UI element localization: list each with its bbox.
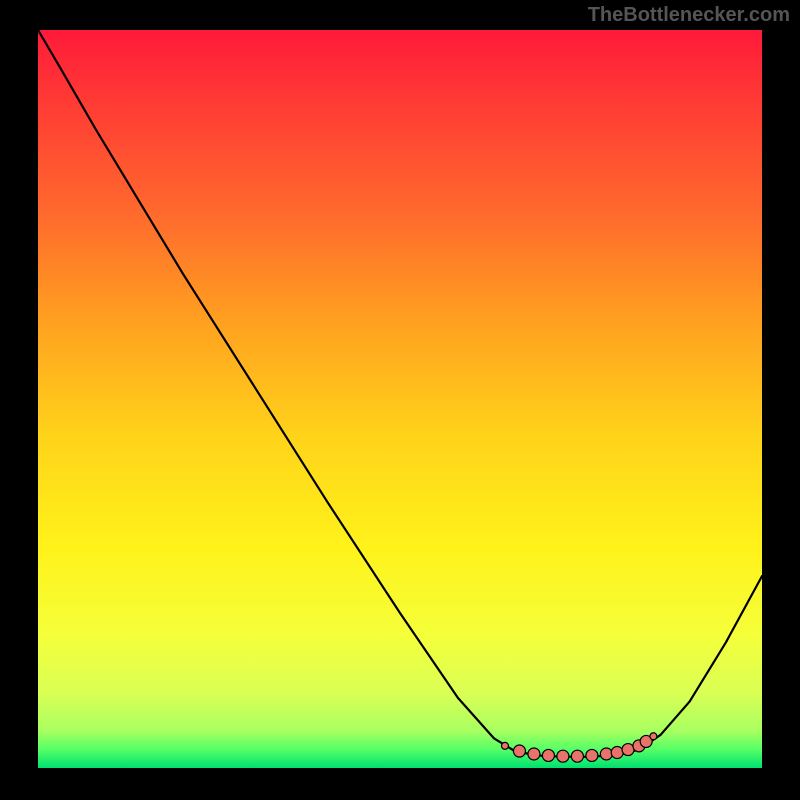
marker-dot [513, 745, 525, 757]
marker-dot [542, 749, 554, 761]
marker-dot [571, 750, 583, 762]
plot-area [38, 30, 762, 768]
marker-dot [650, 733, 657, 740]
marker-dot [528, 748, 540, 760]
marker-dot [611, 747, 623, 759]
marker-dot [600, 748, 612, 760]
marker-dot [622, 744, 634, 756]
marker-dot [501, 742, 508, 749]
watermark-text: TheBottlenecker.com [588, 4, 790, 27]
marker-dot [586, 749, 598, 761]
bottleneck-curve [38, 30, 762, 757]
marker-dot [557, 750, 569, 762]
curve-layer [38, 30, 762, 768]
chart-container: TheBottlenecker.com [0, 0, 800, 800]
